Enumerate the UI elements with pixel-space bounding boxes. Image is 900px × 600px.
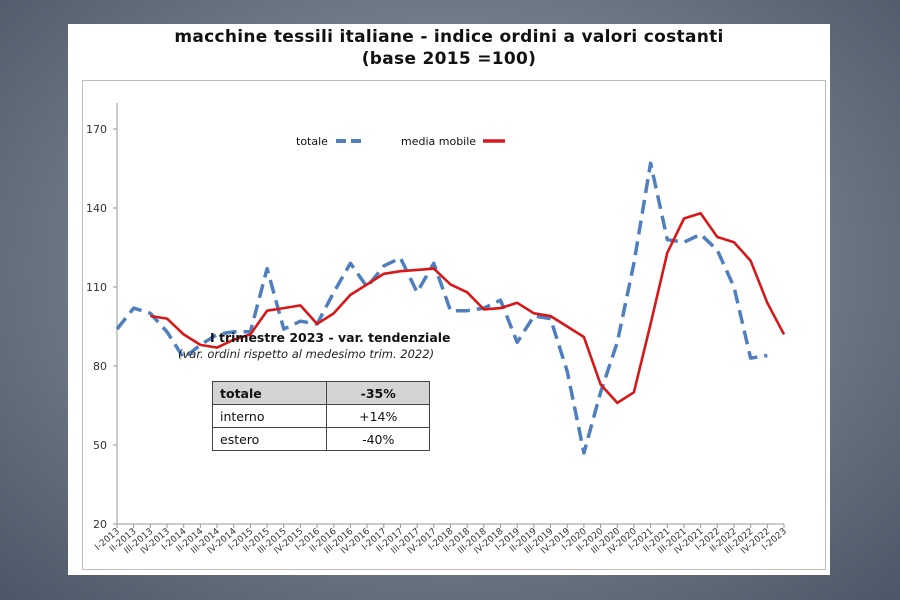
table-row: totale -35% [211,381,430,405]
table-cell-label: totale [211,381,328,405]
table-row: estero -40% [211,427,430,451]
data-point-totale [349,262,351,264]
data-point-media-mobile [349,294,351,296]
data-point-totale [533,315,535,317]
data-point-media-mobile [499,307,501,309]
data-point-totale [149,312,151,314]
data-point-media-mobile [416,269,418,271]
data-point-media-mobile [533,312,535,314]
data-point-totale [599,391,601,393]
y-tick-label: 170 [86,123,107,136]
data-point-totale [716,249,718,251]
chart-title: macchine tessili italiane - indice ordin… [68,26,830,70]
data-point-media-mobile [449,283,451,285]
data-point-totale [649,162,651,164]
data-point-totale [383,265,385,267]
legend-label-media-mobile: media mobile [401,135,476,148]
table-cell-label: interno [211,404,328,428]
data-point-totale [433,262,435,264]
data-point-totale [566,370,568,372]
data-point-totale [699,233,701,235]
data-point-totale [766,354,768,356]
data-point-media-mobile [283,307,285,309]
y-tick-label: 20 [93,518,107,531]
data-point-media-mobile [199,344,201,346]
data-point-media-mobile [566,325,568,327]
data-point-totale [733,286,735,288]
data-point-media-mobile [716,236,718,238]
data-point-media-mobile [616,402,618,404]
series-line-media-mobile [150,212,786,405]
table-cell-value: +14% [326,404,430,428]
data-point-media-mobile [366,283,368,285]
data-point-totale [683,241,685,243]
data-point-media-mobile [516,302,518,304]
data-point-media-mobile [266,310,268,312]
chart-card: macchine tessili italiane - indice ordin… [68,24,830,575]
data-point-totale [166,331,168,333]
legend-label-totale: totale [296,135,328,148]
data-point-media-mobile [383,273,385,275]
table-cell-label: estero [211,427,328,451]
data-point-totale [616,341,618,343]
series-line-totale [115,161,768,455]
annotation-title: I trimestre 2023 - var. tendenziale [210,330,451,345]
data-point-media-mobile [299,304,301,306]
data-point-totale [666,238,668,240]
chart-title-line1: macchine tessili italiane - indice ordin… [174,27,724,47]
data-point-media-mobile [399,270,401,272]
table-row: interno +14% [211,404,430,428]
data-point-media-mobile [433,267,435,269]
data-point-totale [499,299,501,301]
data-point-media-mobile [766,302,768,304]
data-point-media-mobile [733,241,735,243]
data-point-totale [416,291,418,293]
data-point-totale [266,267,268,269]
data-point-media-mobile [583,336,585,338]
data-point-totale [633,262,635,264]
chart-title-line2: (base 2015 =100) [361,49,537,69]
table-cell-value: -40% [326,427,430,451]
data-point-totale [116,328,118,330]
data-point-media-mobile [466,291,468,293]
data-point-media-mobile [649,323,651,325]
data-point-media-mobile [683,217,685,219]
table-cell-value: -35% [326,381,430,405]
data-point-totale [749,357,751,359]
variation-table: totale -35% interno +14% estero -40% [211,381,430,451]
data-point-totale [333,291,335,293]
data-point-media-mobile [549,315,551,317]
data-point-media-mobile [599,383,601,385]
y-tick-label: 80 [93,360,107,373]
data-point-media-mobile [183,333,185,335]
data-point-totale [299,320,301,322]
data-point-media-mobile [749,259,751,261]
data-point-media-mobile [666,252,668,254]
y-tick-label: 50 [93,439,107,452]
data-point-totale [583,452,585,454]
data-point-media-mobile [633,391,635,393]
data-point-media-mobile [316,323,318,325]
annotation-subtitle: (var. ordini rispetto al medesimo trim. … [178,347,435,361]
data-point-totale [399,257,401,259]
data-point-media-mobile [166,317,168,319]
data-point-totale [132,307,134,309]
data-point-media-mobile [699,212,701,214]
data-point-totale [449,310,451,312]
y-tick-label: 140 [86,202,107,215]
data-point-totale [466,310,468,312]
plot-frame [82,80,826,570]
y-tick-label: 110 [86,281,107,294]
data-point-media-mobile [149,315,151,317]
data-point-media-mobile [783,333,785,335]
data-point-media-mobile [333,312,335,314]
data-point-media-mobile [483,308,485,310]
